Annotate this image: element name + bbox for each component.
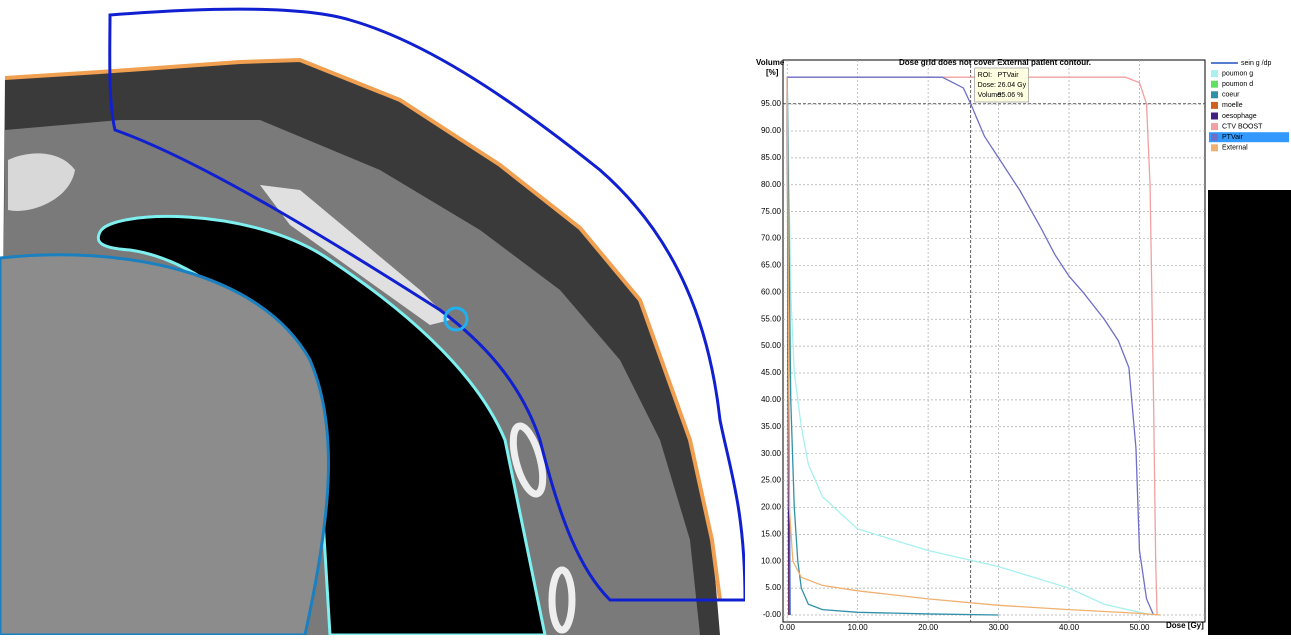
y-tick-label: 70.00: [761, 234, 782, 243]
y-tick-label: 35.00: [761, 422, 782, 431]
screen: Dose grid does not cover External patien…: [0, 0, 1291, 635]
tooltip-label: Dose:: [978, 82, 996, 89]
legend-swatch: [1211, 123, 1218, 130]
legend-label: sein g /dp: [1241, 60, 1271, 67]
x-tick-label: 40.00: [1059, 623, 1080, 632]
y-tick-label: 85.00: [761, 153, 782, 162]
legend-label: PTVair: [1222, 134, 1244, 141]
legend-label: CTV BOOST: [1222, 123, 1263, 130]
y-tick-label: 65.00: [761, 261, 782, 270]
legend-swatch: [1211, 91, 1218, 98]
y-tick-label: 25.00: [761, 476, 782, 485]
legend-label: External: [1222, 145, 1248, 152]
y-tick-label: 90.00: [761, 126, 782, 135]
x-tick-label: 20.00: [918, 623, 939, 632]
y-tick-label: -0.00: [763, 610, 782, 619]
legend-label: poumon d: [1222, 81, 1253, 88]
legend-swatch: [1211, 134, 1218, 141]
y-tick-label: 80.00: [761, 180, 782, 189]
y-tick-label: 30.00: [761, 449, 782, 458]
tooltip-value: 95.06 %: [998, 92, 1024, 99]
tooltip-value: 26.04 Gy: [998, 82, 1027, 89]
y-tick-label: 15.00: [761, 529, 782, 538]
x-axis-label: Dose [Gy]: [1166, 621, 1204, 630]
plot-area: [783, 60, 1205, 622]
legend-label: oesophage: [1222, 113, 1257, 120]
legend-swatch: [1211, 102, 1218, 109]
y-tick-label: 20.00: [761, 503, 782, 512]
x-tick-label: 30.00: [989, 623, 1010, 632]
y-tick-label: 60.00: [761, 287, 782, 296]
ct-image: [0, 0, 745, 635]
tooltip-value: PTVair: [998, 72, 1020, 79]
y-tick-label: 5.00: [765, 583, 781, 592]
y-axis-label: Volume: [756, 58, 785, 67]
legend-bg: [1208, 190, 1291, 635]
y-tick-label: 95.00: [761, 99, 782, 108]
legend-highlight: [1209, 132, 1289, 142]
y-axis-label: [%]: [766, 68, 779, 77]
x-tick-label: 50.00: [1129, 623, 1150, 632]
y-tick-label: 75.00: [761, 207, 782, 216]
y-tick-label: 40.00: [761, 395, 782, 404]
x-tick-label: 0.00: [779, 623, 795, 632]
legend-label: poumon g: [1222, 70, 1253, 77]
y-tick-label: 45.00: [761, 368, 782, 377]
y-tick-label: 50.00: [761, 341, 782, 350]
y-tick-label: 10.00: [761, 556, 782, 565]
x-tick-label: 10.00: [848, 623, 869, 632]
y-tick-label: 55.00: [761, 314, 782, 323]
legend-swatch: [1211, 70, 1218, 77]
legend-swatch: [1211, 113, 1218, 120]
legend-label: coeur: [1222, 92, 1240, 99]
tooltip-label: ROI:: [978, 72, 992, 79]
legend-swatch: [1211, 81, 1218, 88]
legend-swatch: [1211, 144, 1218, 151]
legend-label: moelle: [1222, 102, 1243, 109]
